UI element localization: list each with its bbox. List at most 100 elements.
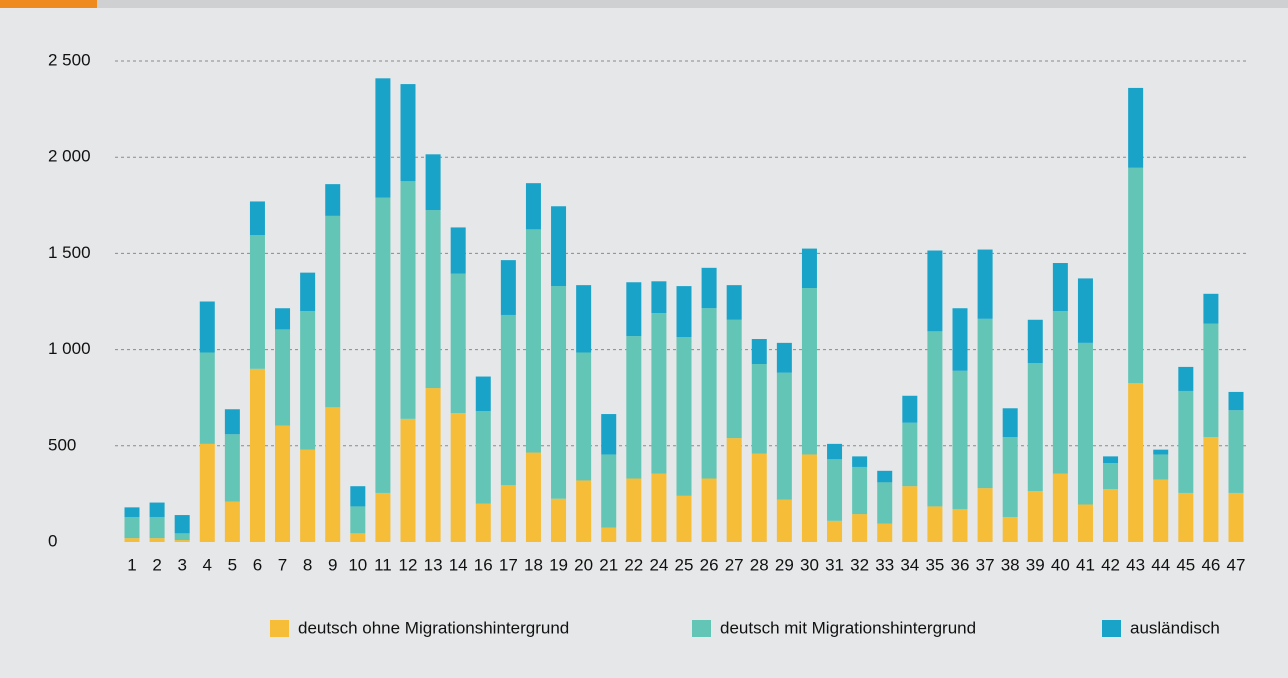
bar-segment	[224, 501, 240, 542]
bar-segment	[350, 506, 366, 534]
bar-segment	[576, 285, 592, 353]
x-tick-label: 27	[725, 555, 744, 574]
bar-segment	[801, 248, 817, 289]
x-tick-label: 33	[875, 555, 894, 574]
bar-segment	[852, 456, 868, 467]
bar-segment	[952, 370, 968, 510]
bar-segment	[174, 540, 190, 542]
legend-swatch	[1102, 620, 1121, 637]
y-tick-label: 2 000	[48, 147, 91, 166]
bar-segment	[877, 523, 893, 542]
x-tick-label: 1	[127, 555, 136, 574]
bar-segment	[450, 413, 466, 542]
bar-segment	[500, 260, 516, 315]
x-tick-label: 20	[574, 555, 593, 574]
bar-segment	[425, 388, 441, 542]
x-tick-label: 28	[750, 555, 769, 574]
bar-segment	[325, 407, 341, 542]
bar-segment	[1002, 437, 1018, 517]
y-tick-label: 500	[48, 435, 76, 454]
x-tick-label: 46	[1201, 555, 1220, 574]
bar-segment	[1077, 504, 1093, 542]
bar-segment	[1153, 454, 1169, 480]
bar-segment	[726, 285, 742, 320]
x-tick-label: 21	[599, 555, 618, 574]
bar-segment	[1103, 463, 1119, 490]
bar-segment	[827, 520, 843, 542]
bar-segment	[400, 84, 416, 182]
bar-segment	[701, 478, 717, 542]
bar-segment	[325, 184, 341, 216]
bar-segment	[801, 454, 817, 542]
bar-segment	[199, 443, 215, 542]
bar-segment	[852, 514, 868, 542]
y-tick-label: 1 000	[48, 339, 91, 358]
bar-segment	[525, 229, 541, 453]
bar-segment	[224, 434, 240, 502]
bar-segment	[450, 273, 466, 414]
x-tick-label: 36	[951, 555, 970, 574]
x-tick-label: 6	[253, 555, 262, 574]
bar-segment	[149, 516, 165, 539]
bar-segment	[149, 538, 165, 542]
top-accent	[0, 0, 97, 8]
bar-segment	[1203, 293, 1219, 324]
bar-segment	[400, 181, 416, 419]
bar-segment	[651, 281, 667, 314]
bar-segment	[174, 515, 190, 534]
x-tick-label: 16	[474, 555, 493, 574]
x-tick-label: 24	[649, 555, 668, 574]
bar-segment	[626, 336, 642, 479]
bar-segment	[902, 422, 918, 487]
bar-segment	[1077, 278, 1093, 343]
x-tick-label: 2	[152, 555, 161, 574]
x-tick-label: 17	[499, 555, 518, 574]
bar-segment	[852, 466, 868, 515]
bar-segment	[902, 486, 918, 542]
bar-segment	[199, 352, 215, 444]
bar-segment	[751, 453, 767, 542]
x-tick-label: 11	[374, 555, 392, 574]
bar-segment	[275, 329, 291, 426]
bar-segment	[1178, 366, 1194, 391]
y-tick-label: 1 500	[48, 243, 91, 262]
bar-segment	[726, 438, 742, 542]
bar-segment	[626, 478, 642, 542]
bar-segment	[350, 533, 366, 542]
x-tick-label: 31	[825, 555, 844, 574]
x-tick-label: 45	[1176, 555, 1195, 574]
bar-segment	[500, 485, 516, 542]
bar-segment	[676, 286, 692, 338]
bar-segment	[325, 215, 341, 408]
bar-segment	[776, 342, 792, 373]
bar-segment	[1203, 323, 1219, 438]
bar-segment	[827, 443, 843, 460]
x-tick-label: 8	[303, 555, 312, 574]
bar-segment	[1128, 87, 1144, 168]
bar-segment	[1103, 489, 1119, 542]
x-tick-label: 14	[449, 555, 468, 574]
x-tick-label: 26	[700, 555, 719, 574]
x-tick-label: 5	[228, 555, 237, 574]
bar-segment	[626, 282, 642, 337]
x-tick-label: 22	[624, 555, 643, 574]
bar-segment	[1103, 456, 1119, 464]
bar-segment	[1128, 167, 1144, 384]
bar-segment	[300, 311, 316, 450]
bar-segment	[1052, 263, 1068, 312]
legend-swatch	[270, 620, 289, 637]
bar-segment	[551, 206, 567, 287]
x-tick-label: 30	[800, 555, 819, 574]
x-tick-label: 12	[399, 555, 418, 574]
bar-segment	[124, 507, 140, 517]
bar-segment	[977, 488, 993, 542]
bar-segment	[475, 376, 491, 412]
bar-segment	[801, 288, 817, 455]
legend-swatch	[692, 620, 711, 637]
bar-segment	[751, 364, 767, 454]
bar-segment	[576, 352, 592, 481]
bar-segment	[300, 272, 316, 312]
bar-segment	[525, 452, 541, 542]
